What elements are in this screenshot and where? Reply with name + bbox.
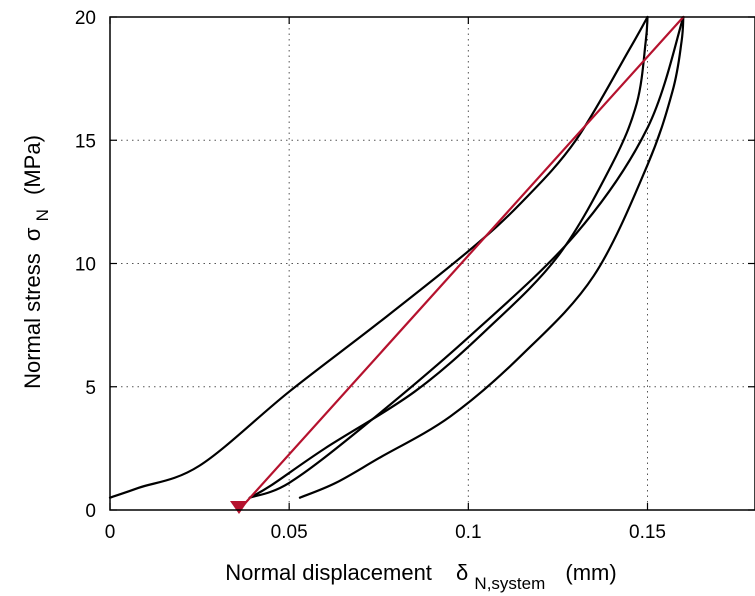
plot-curves <box>108 15 685 512</box>
x-axis-label-symbol: δ <box>456 560 468 585</box>
y-tick-label: 5 <box>85 378 96 399</box>
x-tick-label: 0.05 <box>271 522 308 543</box>
x-axis-label: Normal displacement δ N,system (mm) <box>225 560 616 594</box>
x-axis-label-subscript: N,system <box>474 574 545 593</box>
y-tick-label: 0 <box>85 501 96 522</box>
y-axis-label-subscript: N <box>33 209 52 221</box>
y-axis-label-unit: (MPa) <box>20 135 45 195</box>
stress-displacement-curve-segment <box>248 15 685 499</box>
grid-lines <box>110 17 755 510</box>
stress-displacement-curve-segment <box>108 15 649 499</box>
x-axis-label-unit: (mm) <box>565 560 616 585</box>
y-axis-label-main: Normal stress <box>20 253 45 389</box>
fit-line <box>237 15 685 512</box>
x-tick-label: 0 <box>105 522 116 543</box>
triangle-down-marker <box>230 501 248 514</box>
x-tick-label: 0.1 <box>455 522 481 543</box>
stress-displacement-curve-segment <box>298 15 685 499</box>
plot-frame <box>109 16 755 511</box>
stress-displacement-curve-segment <box>248 15 649 499</box>
y-axis-label: Normal stress σ N (MPa) <box>20 135 53 389</box>
plot-markers <box>230 501 248 514</box>
tick-labels: 0 0.05 0.1 0.15 0 5 10 15 20 <box>75 8 666 543</box>
axis-ticks <box>109 16 755 511</box>
y-tick-label: 10 <box>75 255 96 276</box>
x-axis-label-main: Normal displacement <box>225 560 432 585</box>
x-tick-label: 0.15 <box>629 522 666 543</box>
y-axis-label-symbol: σ <box>20 227 45 241</box>
y-tick-label: 20 <box>75 8 96 29</box>
y-tick-label: 15 <box>75 131 96 152</box>
